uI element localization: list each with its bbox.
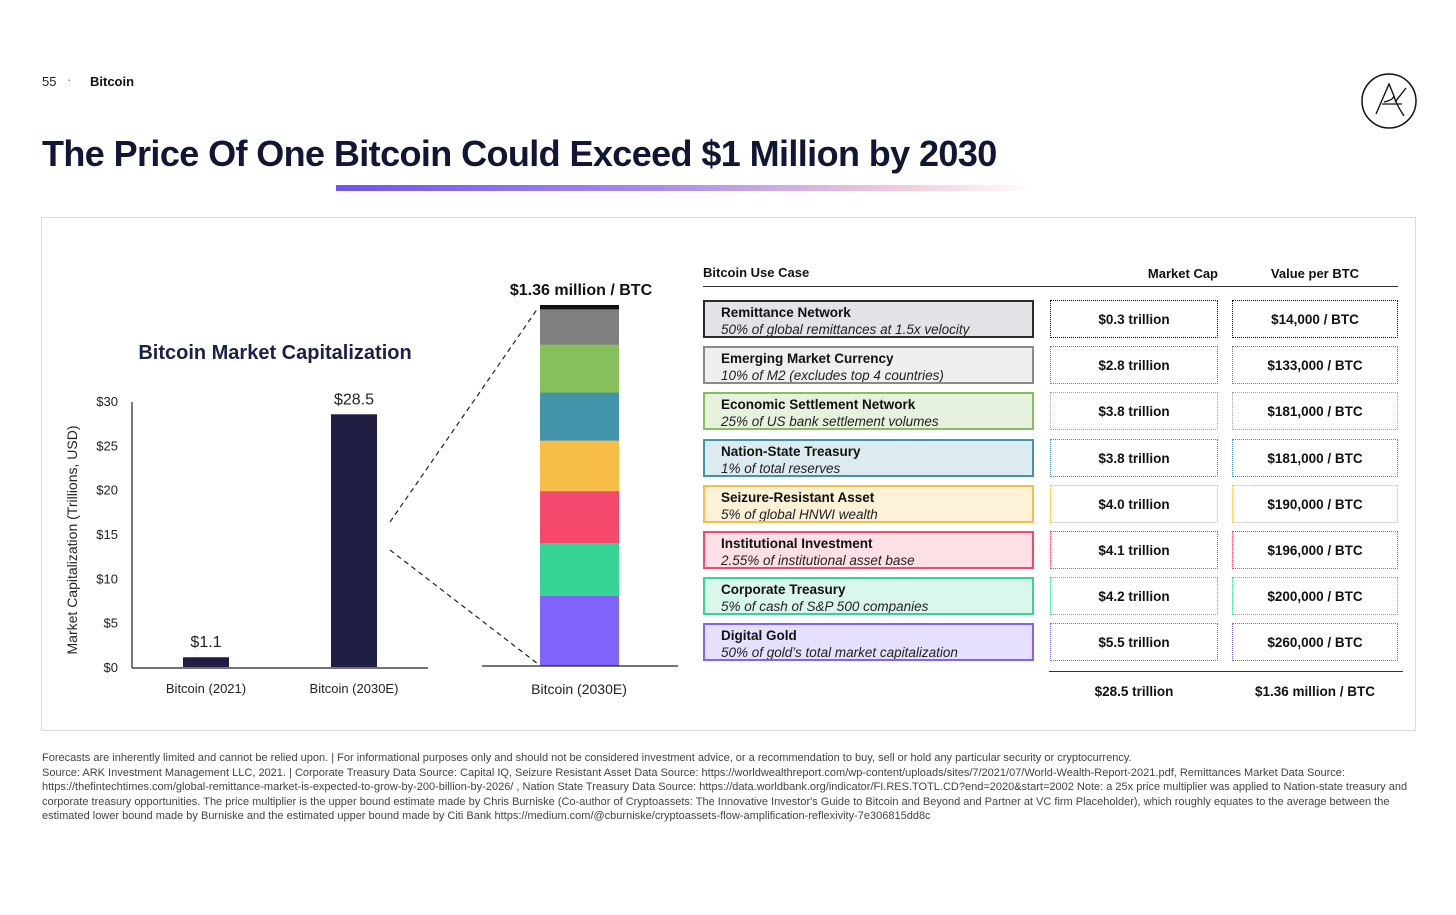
y-tick-label: $5 bbox=[104, 616, 118, 631]
total-market-cap: $28.5 trillion bbox=[1094, 684, 1174, 699]
header-use-case: Bitcoin Use Case bbox=[703, 265, 810, 280]
stack-segment bbox=[540, 344, 619, 393]
footnotes: Forecasts are inherently limited and can… bbox=[42, 751, 1417, 824]
bar bbox=[331, 414, 377, 667]
market-cap-cell: $3.8 trillion bbox=[1050, 392, 1218, 430]
value-per-btc-cell: $196,000 / BTC bbox=[1232, 531, 1398, 569]
market-cap-cell: $4.0 trillion bbox=[1050, 485, 1218, 523]
use-case-box: Institutional Investment 2.55% of institu… bbox=[703, 531, 1034, 569]
use-case-name: Remittance Network bbox=[721, 305, 851, 320]
use-case-box: Digital Gold 50% of gold’s total market c… bbox=[703, 623, 1034, 661]
disclaimer-text: Forecasts are inherently limited and can… bbox=[42, 752, 1132, 764]
header-market-cap: Market Cap bbox=[1147, 266, 1218, 281]
header-separator: · bbox=[67, 72, 72, 87]
market-cap-cell: $2.8 trillion bbox=[1050, 346, 1218, 384]
use-case-description: 50% of gold’s total market capitalizatio… bbox=[721, 645, 958, 660]
use-case-description: 50% of global remittances at 1.5x veloci… bbox=[721, 322, 970, 337]
stack-segment bbox=[540, 392, 619, 441]
value-per-btc-cell: $200,000 / BTC bbox=[1232, 577, 1398, 615]
value-per-btc-cell: $260,000 / BTC bbox=[1232, 623, 1398, 661]
y-tick-label: $20 bbox=[96, 483, 118, 498]
y-tick-label: $25 bbox=[96, 438, 118, 453]
use-case-name: Emerging Market Currency bbox=[721, 351, 894, 366]
market-cap-cell: $4.2 trillion bbox=[1050, 577, 1218, 615]
charts-area: Bitcoin Market Capitalization Market Cap… bbox=[64, 282, 678, 697]
stacked-category-label: Bitcoin (2030E) bbox=[531, 681, 627, 697]
use-case-box: Seizure-Resistant Asset 5% of global HNWI… bbox=[703, 485, 1034, 523]
bar-chart-title: Bitcoin Market Capitalization bbox=[138, 342, 411, 364]
y-tick-label: $0 bbox=[104, 660, 118, 675]
use-case-description: 25% of US bank settlement volumes bbox=[721, 414, 939, 429]
value-per-btc-cell: $133,000 / BTC bbox=[1232, 346, 1398, 384]
zoom-connector-bottom bbox=[389, 549, 539, 665]
value-per-btc-cell: $190,000 / BTC bbox=[1232, 485, 1398, 523]
use-case-box: Economic Settlement Network 25% of US ban… bbox=[703, 392, 1034, 430]
content-panel bbox=[41, 217, 1416, 731]
use-case-name: Economic Settlement Network bbox=[721, 397, 916, 412]
value-per-btc-cell: $181,000 / BTC bbox=[1232, 439, 1398, 477]
stack-segment bbox=[540, 490, 619, 543]
market-cap-cell: $4.1 trillion bbox=[1050, 531, 1218, 569]
table-total-rule bbox=[1049, 671, 1403, 672]
use-case-description: 10% of M2 (excludes top 4 countries) bbox=[721, 368, 944, 383]
x-category-label: Bitcoin (2021) bbox=[166, 681, 246, 696]
x-category-label: Bitcoin (2030E) bbox=[310, 681, 399, 696]
market-cap-cell: $3.8 trillion bbox=[1050, 439, 1218, 477]
use-case-description: 2.55% of institutional asset base bbox=[721, 553, 915, 568]
y-tick-label: $30 bbox=[96, 394, 118, 409]
use-case-box: Nation-State Treasury 1% of total reserve… bbox=[703, 439, 1034, 477]
page-title: The Price Of One Bitcoin Could Exceed $1… bbox=[42, 133, 997, 174]
section-label: Bitcoin bbox=[90, 74, 135, 89]
stack-segment bbox=[540, 440, 619, 492]
use-case-box: Emerging Market Currency 10% of M2 (exclu… bbox=[703, 346, 1034, 384]
title-underline bbox=[336, 185, 1036, 191]
bar-value-label: $1.1 bbox=[190, 634, 221, 651]
use-case-name: Nation-State Treasury bbox=[721, 444, 861, 459]
bar-value-label: $28.5 bbox=[334, 391, 374, 408]
use-case-name: Corporate Treasury bbox=[721, 582, 846, 597]
y-tick-label: $10 bbox=[96, 571, 118, 586]
use-case-name: Institutional Investment bbox=[721, 536, 873, 551]
y-axis-label: Market Capitalization (Trillions, USD) bbox=[64, 426, 80, 655]
market-cap-cell: $5.5 trillion bbox=[1050, 623, 1218, 661]
use-case-box: Corporate Treasury 5% of cash of S&P 500 … bbox=[703, 577, 1034, 615]
y-tick-label: $15 bbox=[96, 527, 118, 542]
use-case-description: 1% of total reserves bbox=[721, 461, 841, 476]
page-number: 55 bbox=[42, 74, 57, 89]
total-value-per-btc: $1.36 million / BTC bbox=[1254, 684, 1376, 699]
zoom-connector-top bbox=[389, 307, 539, 523]
header-value-per-btc: Value per BTC bbox=[1270, 266, 1360, 281]
sources-text: Source: ARK Investment Management LLC, 2… bbox=[42, 766, 1408, 823]
use-case-name: Seizure-Resistant Asset bbox=[721, 490, 875, 505]
stacked-chart-title: $1.36 million / BTC bbox=[510, 282, 653, 299]
use-case-box: Remittance Network 50% of global remittan… bbox=[703, 300, 1034, 338]
value-per-btc-cell: $181,000 / BTC bbox=[1232, 392, 1398, 430]
use-case-description: 5% of global HNWI wealth bbox=[721, 507, 878, 522]
stack-segment bbox=[540, 305, 619, 310]
stack-segment bbox=[540, 542, 619, 597]
use-case-description: 5% of cash of S&P 500 companies bbox=[721, 599, 929, 614]
table-header-rule bbox=[703, 286, 1398, 287]
value-per-btc-cell: $14,000 / BTC bbox=[1232, 300, 1398, 338]
stack-segment bbox=[540, 595, 619, 666]
bar bbox=[183, 657, 229, 667]
use-case-name: Digital Gold bbox=[721, 628, 797, 643]
stack-segment bbox=[540, 308, 619, 345]
ark-logo-icon bbox=[1361, 73, 1417, 129]
market-cap-cell: $0.3 trillion bbox=[1050, 300, 1218, 338]
